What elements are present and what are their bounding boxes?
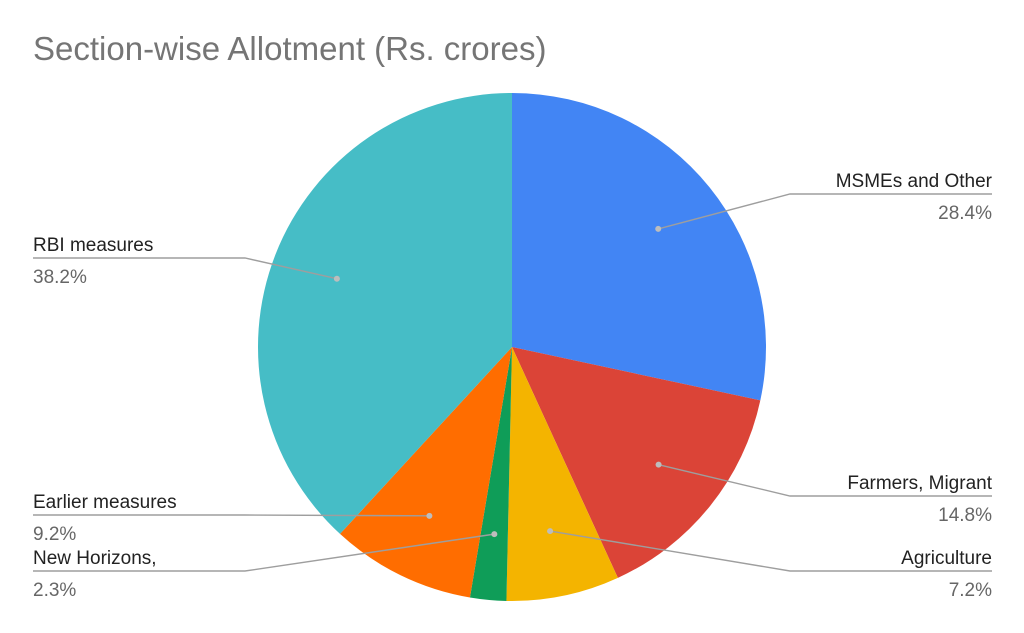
slice-labels: MSMEs and Other 28.4% Farmers, Migrant 14.8… bbox=[33, 171, 993, 601]
slice-label-msmes-and-other: MSMEs and Other bbox=[836, 171, 993, 192]
leader-line-rbi-measures bbox=[33, 257, 338, 280]
leader-line-farmers-migrant bbox=[658, 463, 992, 497]
chart-title: Section-wise Allotment (Rs. crores) bbox=[33, 30, 547, 67]
leader-line-msmes-and-other bbox=[658, 193, 992, 230]
leader-line-new-horizons bbox=[33, 533, 495, 572]
slice-label-farmers-migrant: Farmers, Migrant bbox=[847, 473, 992, 494]
slice-percent-rbi-measures: 38.2% bbox=[33, 267, 87, 288]
pie-slice-msmes-and-other[interactable] bbox=[512, 93, 766, 401]
leader-dot-earlier-measures bbox=[426, 512, 433, 519]
leader-dot-farmers-migrant bbox=[655, 461, 662, 468]
pie-slice-rbi-measures[interactable] bbox=[258, 93, 512, 534]
pie-slice-farmers-migrant[interactable] bbox=[512, 347, 761, 578]
pie-slices bbox=[258, 93, 766, 601]
slice-percent-msmes-and-other: 28.4% bbox=[938, 203, 992, 224]
slice-label-rbi-measures: RBI measures bbox=[33, 235, 153, 256]
slice-percent-agriculture: 7.2% bbox=[949, 580, 992, 601]
leader-dot-rbi-measures bbox=[333, 275, 340, 282]
leader-lines bbox=[33, 193, 992, 572]
leader-dot-new-horizons bbox=[491, 531, 498, 538]
slice-label-earlier-measures: Earlier measures bbox=[33, 492, 177, 513]
slice-label-new-horizons: New Horizons, bbox=[33, 548, 157, 569]
leader-dot-msmes-and-other bbox=[655, 225, 662, 232]
slice-label-agriculture: Agriculture bbox=[901, 548, 992, 569]
leader-dot-agriculture bbox=[547, 528, 554, 535]
pie-slice-new-horizons[interactable] bbox=[469, 347, 512, 601]
slice-percent-new-horizons: 2.3% bbox=[33, 580, 76, 601]
slice-percent-earlier-measures: 9.2% bbox=[33, 524, 76, 545]
pie-slice-earlier-measures[interactable] bbox=[340, 347, 512, 598]
slice-percent-farmers-migrant: 14.8% bbox=[938, 505, 992, 526]
leader-line-earlier-measures bbox=[33, 514, 430, 517]
leader-line-agriculture bbox=[549, 530, 992, 572]
